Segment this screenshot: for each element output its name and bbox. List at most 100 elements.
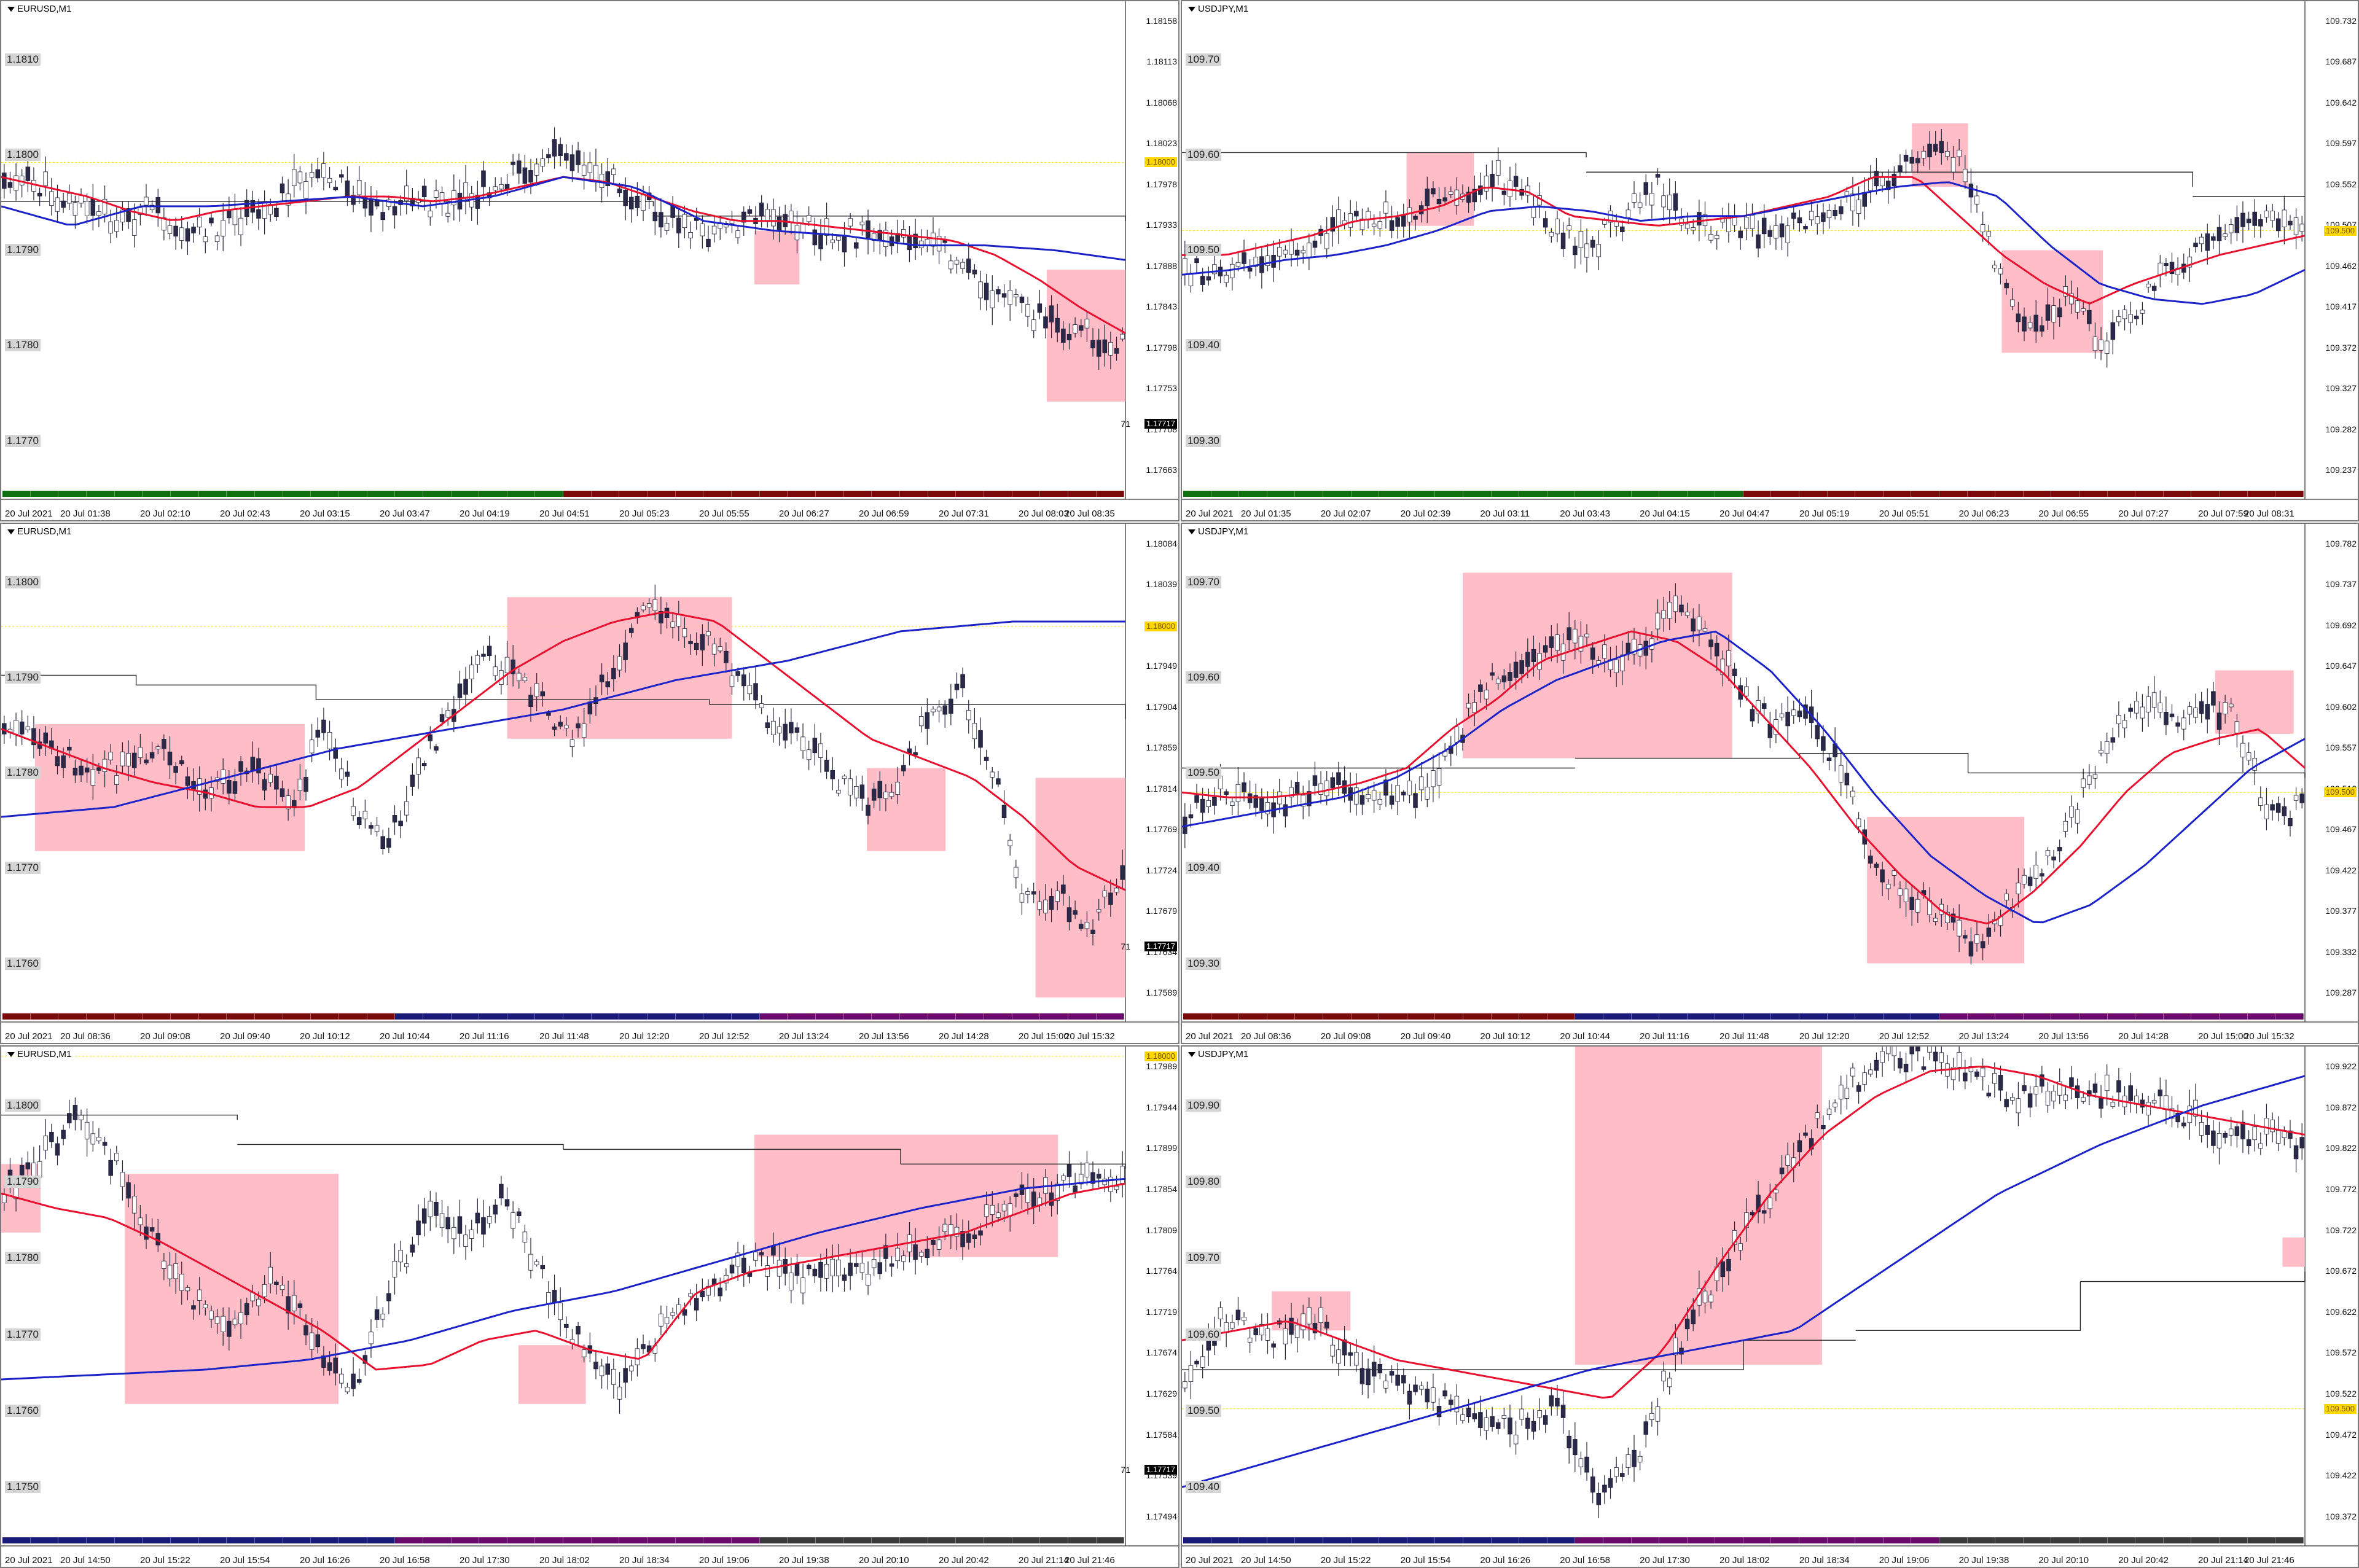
dropdown-arrow-icon[interactable]: [1188, 1051, 1195, 1057]
candle-body: [759, 703, 764, 708]
candle-body: [670, 622, 675, 628]
session-segment: [2219, 1013, 2248, 1020]
candle-body: [812, 229, 818, 246]
chart-title[interactable]: USDJPY,M1: [1187, 1049, 1250, 1059]
candle-body: [2270, 211, 2275, 221]
session-segment: [311, 1537, 339, 1543]
time-axis-tick: 20 Jul 15:54: [220, 1555, 270, 1566]
chart-panel[interactable]: EURUSD,M1 1.1810 1.1800 1.1790 1.1780 1.1770 1…: [0, 0, 1180, 521]
chart-title[interactable]: EURUSD,M1: [6, 4, 73, 14]
moving-average-slow: [1, 176, 1126, 261]
candle-body: [79, 765, 84, 776]
candle-body: [682, 214, 687, 228]
chart-title[interactable]: EURUSD,M1: [6, 526, 73, 537]
candle-body: [321, 1355, 326, 1368]
candle-body: [1073, 910, 1078, 915]
candle-body: [2223, 702, 2228, 715]
candle-body: [72, 202, 78, 216]
moving-average-slow: [1, 620, 1125, 818]
candle-body: [493, 666, 498, 676]
dropdown-arrow-icon[interactable]: [7, 529, 15, 534]
price-plot[interactable]: [1182, 524, 2359, 1044]
candle-body: [2158, 1089, 2163, 1096]
session-segment: [1575, 1537, 1603, 1543]
candle-body: [1336, 209, 1341, 227]
candle-body: [611, 168, 616, 175]
candle-body: [1484, 690, 1489, 700]
candle-body: [1120, 1166, 1125, 1184]
candle-body: [700, 1290, 705, 1298]
chart-panel[interactable]: USDJPY,M1 109.70 109.60 109.50 109.40 109.30 1…: [1181, 0, 2359, 521]
candle-body: [842, 236, 847, 252]
dropdown-arrow-icon[interactable]: [1188, 6, 1195, 12]
candle-body: [108, 221, 113, 233]
candle-body: [1472, 702, 1477, 713]
candle-body: [345, 1387, 350, 1392]
candle-body: [818, 1262, 823, 1278]
candle-body: [1413, 216, 1418, 220]
candle-body: [2169, 713, 2175, 717]
price-plot[interactable]: [1, 1, 1180, 521]
price-plot[interactable]: [1, 524, 1180, 1044]
candle-body: [1868, 1069, 1873, 1075]
candle-body: [2246, 1139, 2251, 1147]
session-segment: [2275, 491, 2304, 497]
session-segment: [1995, 1013, 2024, 1020]
price-grid-label: 1.1760: [5, 957, 41, 970]
price-plot[interactable]: [1182, 1047, 2359, 1568]
dropdown-arrow-icon[interactable]: [1188, 529, 1195, 534]
chart-panel[interactable]: USDJPY,M1 109.90 109.80 109.70 109.60 109.50 1…: [1181, 1045, 2359, 1568]
price-plot[interactable]: [1, 1047, 1180, 1568]
candle-body: [966, 1233, 971, 1243]
candle-body: [374, 1309, 380, 1320]
candle-body: [972, 270, 977, 275]
session-segment: [816, 491, 844, 497]
chart-panel[interactable]: EURUSD,M1 1.1800 1.1790 1.1780 1.1770 1.1760 1…: [0, 523, 1180, 1044]
time-axis-tick: 20 Jul 02:39: [1400, 509, 1451, 519]
candle-body: [1242, 1317, 1246, 1321]
candle-body: [1289, 787, 1294, 798]
chart-title[interactable]: USDJPY,M1: [1187, 4, 1250, 14]
chart-title[interactable]: USDJPY,M1: [1187, 526, 1250, 537]
time-axis-tick: 20 Jul 15:00: [2198, 1031, 2248, 1042]
candle-body: [303, 1325, 308, 1336]
candle-body: [587, 162, 593, 173]
price-grid-label: 1.1790: [5, 1175, 41, 1188]
candle-body: [534, 683, 539, 697]
candle-body: [1448, 1399, 1453, 1405]
candle-body: [1968, 941, 1974, 957]
candle-body: [1318, 1307, 1323, 1323]
candle-body: [504, 1199, 510, 1207]
candle-body: [66, 1113, 72, 1123]
chart-title[interactable]: EURUSD,M1: [6, 1049, 73, 1059]
session-segment: [816, 1013, 844, 1020]
candle-body: [617, 656, 622, 671]
candle-body: [1525, 1418, 1530, 1429]
dropdown-arrow-icon[interactable]: [7, 6, 15, 12]
price-plot[interactable]: [1182, 1, 2359, 521]
candle-body: [1655, 612, 1661, 630]
candle-body: [2240, 213, 2245, 227]
time-axis-tick: 20 Jul 08:36: [1240, 1031, 1291, 1042]
session-segment: [1351, 491, 1380, 497]
session-segment: [984, 491, 1012, 497]
chart-panel[interactable]: USDJPY,M1 109.70 109.60 109.50 109.40 109.30 1…: [1181, 523, 2359, 1044]
zone-rectangle: [518, 1345, 586, 1404]
candle-body: [1791, 709, 1796, 716]
session-segment: [619, 1537, 648, 1543]
candle-body: [1525, 652, 1530, 667]
candle-body: [232, 208, 238, 225]
candle-body: [1732, 668, 1737, 676]
candle-body: [558, 144, 563, 157]
session-segment: [338, 491, 367, 497]
price-axis-tick: 109.282: [2325, 424, 2357, 434]
candle-body: [1383, 201, 1388, 214]
chart-panel[interactable]: EURUSD,M1 1.1800 1.1790 1.1780 1.1770 1.1760 1…: [0, 1045, 1180, 1568]
dropdown-arrow-icon[interactable]: [7, 1051, 15, 1057]
session-segment: [647, 1013, 676, 1020]
candle-body: [392, 1260, 397, 1277]
candle-body: [576, 1326, 581, 1335]
candle-body: [1025, 304, 1030, 317]
candle-body: [789, 211, 794, 223]
candle-body: [1472, 1413, 1477, 1419]
